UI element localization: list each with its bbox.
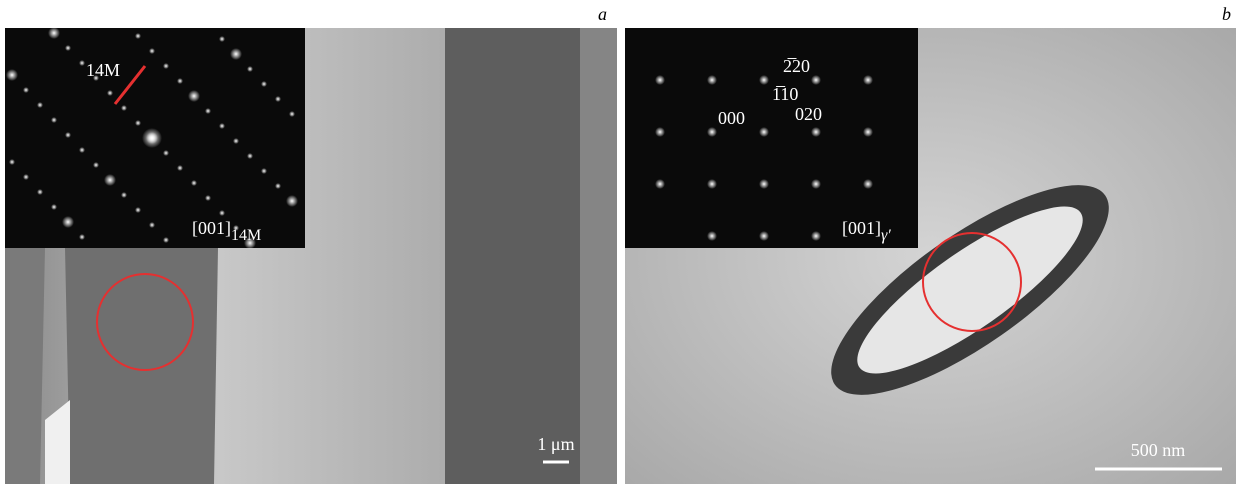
spot: [247, 66, 253, 72]
spot: [23, 174, 29, 180]
spot: [79, 60, 85, 66]
spot: [79, 147, 85, 153]
spot: [811, 75, 821, 85]
spot: [37, 102, 43, 108]
spot: [655, 127, 665, 137]
spot: [135, 207, 141, 213]
zone: [001]: [192, 218, 231, 238]
spot: [177, 78, 183, 84]
panel-label: b: [1222, 4, 1231, 24]
spot: [707, 179, 717, 189]
spot: [247, 153, 253, 159]
spot: [707, 127, 717, 137]
panel-label: a: [598, 4, 607, 24]
spot: [655, 179, 665, 189]
spot: [6, 69, 18, 81]
spot: [107, 90, 113, 96]
spot: [149, 222, 155, 228]
spot: [261, 168, 267, 174]
spot-index: 2̅20: [783, 56, 810, 76]
lath: [5, 248, 45, 484]
spot: [219, 123, 225, 129]
spot: [707, 231, 717, 241]
spot: [811, 231, 821, 241]
spot-index: 1̅10: [772, 84, 798, 104]
zone-sub: 14M: [231, 227, 261, 244]
spot-index: 020: [795, 104, 822, 124]
spot: [142, 128, 162, 148]
spot: [62, 216, 74, 228]
spot: [135, 120, 141, 126]
spot: [230, 48, 242, 60]
spot: [759, 231, 769, 241]
figure: 14M [001]14M 1 μm a 000 020 1̅10 2̅20 [0…: [0, 0, 1236, 486]
spot: [188, 90, 200, 102]
spot: [51, 117, 57, 123]
spot: [289, 111, 295, 117]
spot: [51, 204, 57, 210]
spot: [863, 127, 873, 137]
panel-b: 000 020 1̅10 2̅20 [001]γ′ 500 nm b: [625, 4, 1236, 484]
lath: [580, 28, 617, 484]
spot: [104, 174, 116, 186]
spot: [863, 179, 873, 189]
spot: [163, 63, 169, 69]
scale-label: 1 μm: [537, 434, 574, 454]
spot: [205, 108, 211, 114]
spot: [261, 81, 267, 87]
spot: [177, 165, 183, 171]
spot: [191, 180, 197, 186]
spot: [23, 87, 29, 93]
spot-index: 000: [718, 108, 745, 128]
spot: [759, 75, 769, 85]
zone-sub: γ′: [881, 227, 891, 244]
spot: [93, 162, 99, 168]
spot: [65, 132, 71, 138]
spot: [863, 75, 873, 85]
spot: [37, 189, 43, 195]
annotation: 14M: [86, 60, 120, 80]
spot: [275, 96, 281, 102]
spot: [48, 27, 60, 39]
spot: [759, 179, 769, 189]
spot: [219, 210, 225, 216]
zone: [001]: [842, 218, 881, 238]
spot: [163, 150, 169, 156]
lath: [445, 28, 580, 484]
spot: [811, 179, 821, 189]
scale-label: 500 nm: [1131, 440, 1186, 460]
spot: [135, 33, 141, 39]
spot: [205, 195, 211, 201]
spot: [121, 192, 127, 198]
spot: [655, 75, 665, 85]
spot: [163, 237, 169, 243]
spot: [275, 183, 281, 189]
spot: [233, 138, 239, 144]
spot: [219, 36, 225, 42]
panel-a: 14M [001]14M 1 μm a: [5, 4, 617, 484]
spot: [759, 127, 769, 137]
spot: [811, 127, 821, 137]
spot: [121, 105, 127, 111]
spot: [707, 75, 717, 85]
spot: [79, 234, 85, 240]
spot: [286, 195, 298, 207]
diffraction-inset: [625, 28, 918, 248]
spot: [65, 45, 71, 51]
spot: [149, 48, 155, 54]
lath: [65, 248, 218, 484]
spot: [9, 159, 15, 165]
